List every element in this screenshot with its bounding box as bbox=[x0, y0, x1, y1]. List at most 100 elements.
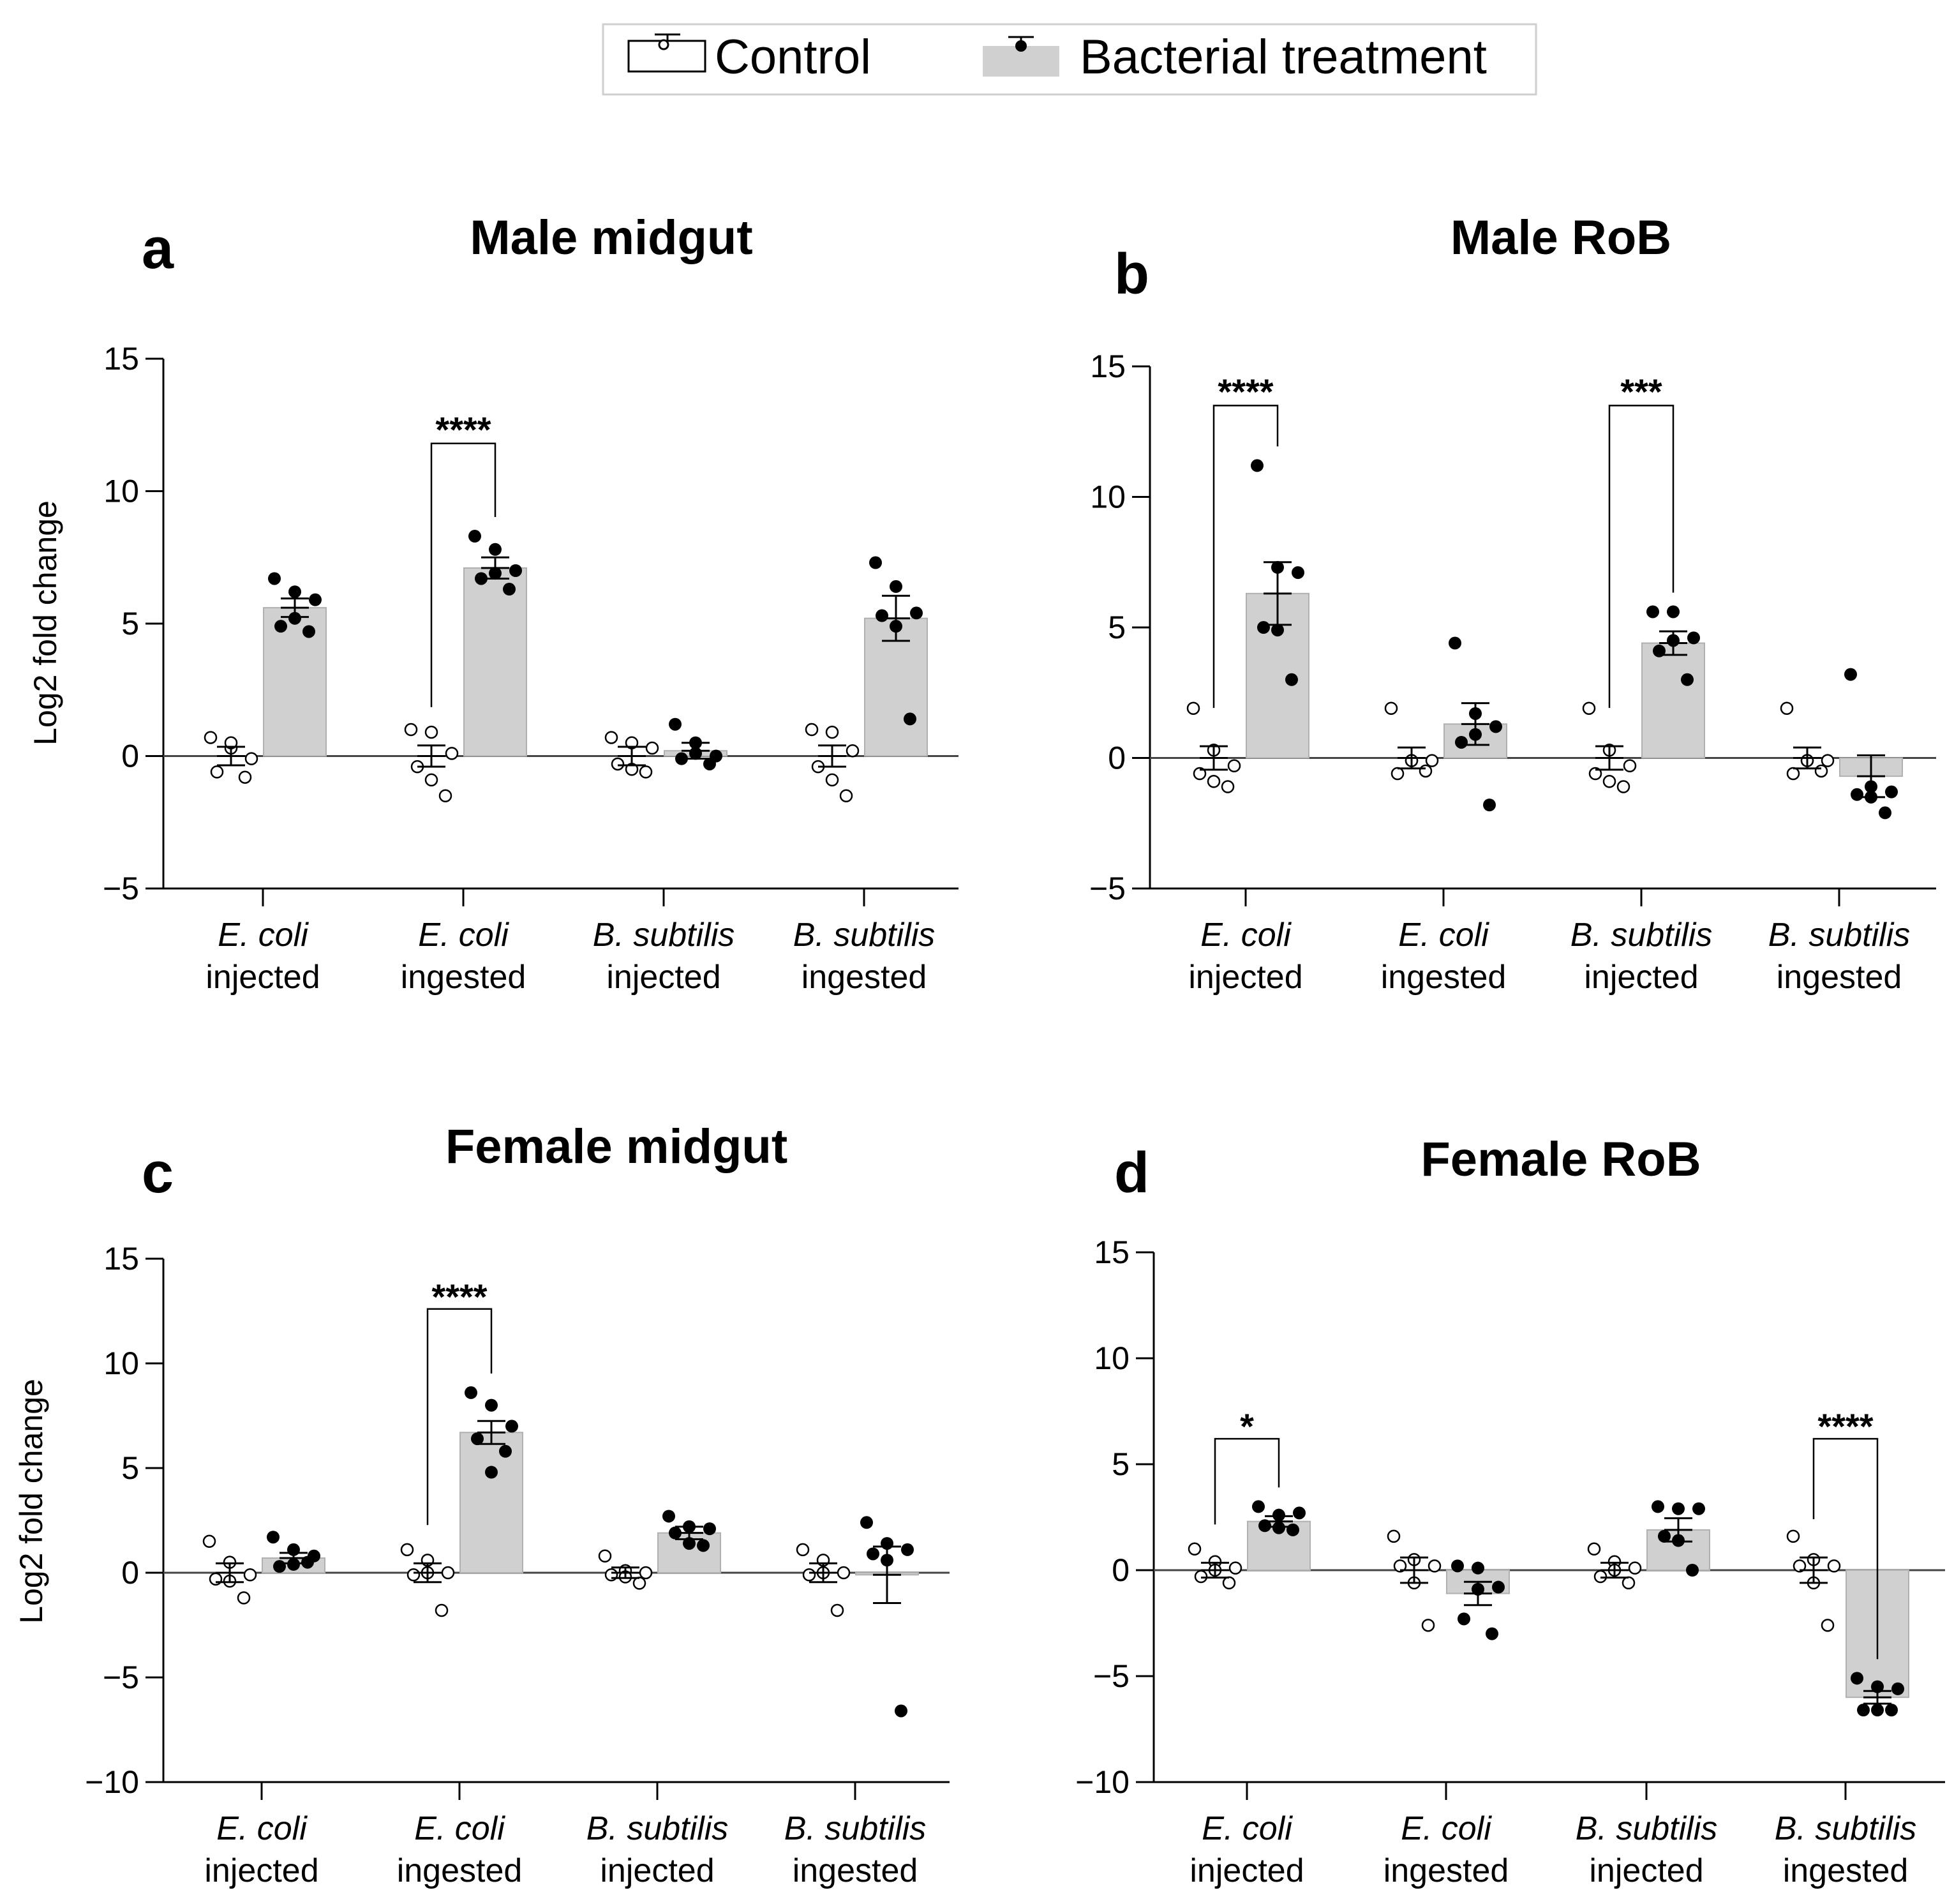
panel-d-point-treatment bbox=[1258, 1519, 1271, 1533]
panel-d-significance-label: * bbox=[1240, 1406, 1254, 1446]
panel-b-point-control bbox=[1207, 775, 1221, 788]
panel-b-point-control bbox=[1780, 701, 1794, 716]
panel-d-point-treatment bbox=[1472, 1561, 1484, 1575]
panel-a-title: Male midgut bbox=[470, 211, 752, 265]
panel-c-point-treatment bbox=[662, 1510, 675, 1523]
panel-d-ytick-label: 0 bbox=[1112, 1552, 1130, 1588]
panel-d-ytick-label: 10 bbox=[1094, 1340, 1130, 1376]
panel-d-xtick-species: B. subtilis bbox=[1775, 1810, 1917, 1847]
panel-c-point-control bbox=[598, 1549, 612, 1563]
panel-c-point-control bbox=[243, 1568, 257, 1582]
panel-b-significance-bracket bbox=[1212, 405, 1279, 708]
panel-d-point-treatment bbox=[1686, 1564, 1699, 1577]
panel-a-point-control bbox=[238, 770, 252, 784]
panel-a-point-treatment bbox=[669, 717, 682, 731]
panel-c-ytick-label: 10 bbox=[103, 1346, 139, 1381]
panel-a-ylabel: Log2 fold change bbox=[27, 500, 63, 746]
legend-frame bbox=[602, 23, 1537, 96]
panel-a-point-control bbox=[825, 773, 839, 787]
panel-b-point-control bbox=[1582, 701, 1596, 716]
panel-a-point-control bbox=[438, 789, 452, 802]
panel-b-point-treatment bbox=[1292, 566, 1304, 580]
panel-a-point-control bbox=[839, 789, 853, 802]
panel-a-point-treatment bbox=[904, 712, 916, 726]
panel-c-point-treatment bbox=[867, 1547, 879, 1561]
panel-c-point-treatment bbox=[860, 1516, 873, 1529]
panel-c-point-control bbox=[802, 1568, 816, 1582]
panel-c-point-treatment bbox=[485, 1398, 498, 1412]
panel-d-point-control bbox=[1587, 1542, 1601, 1556]
panel-c-significance-label: **** bbox=[431, 1277, 487, 1317]
panel-d-xtick-species: B. subtilis bbox=[1576, 1810, 1718, 1847]
panel-b-point-control bbox=[1227, 759, 1241, 773]
panel-a-bar-treatment bbox=[463, 567, 527, 757]
panel-d-point-treatment bbox=[1851, 1672, 1863, 1685]
panel-a-point-treatment bbox=[288, 611, 301, 625]
panel-d-xtick-route: injected bbox=[1190, 1852, 1304, 1889]
panel-c-point-treatment bbox=[901, 1543, 914, 1556]
panel-a-point-control bbox=[805, 723, 819, 737]
legend-control-label: Control bbox=[715, 30, 871, 84]
panel-a-point-control bbox=[645, 741, 659, 755]
panel-a-point-control bbox=[445, 747, 459, 760]
panel-b-point-control bbox=[1221, 780, 1235, 793]
panel-c-point-treatment bbox=[287, 1557, 300, 1571]
panel-c-point-control bbox=[406, 1568, 421, 1582]
panel-c-point-control bbox=[441, 1566, 455, 1580]
panel-a-xtick-species: E. coli bbox=[418, 917, 509, 954]
panel-b-point-control bbox=[1588, 767, 1602, 781]
legend-control-marker bbox=[658, 39, 669, 50]
panel-c-xtick-route: ingested bbox=[397, 1852, 523, 1889]
legend-item-bacterial-treatment: Bacterial treatment bbox=[983, 30, 1487, 84]
panel-a-bar-treatment bbox=[263, 607, 327, 757]
panel-d-female-rob: d Female RoB −10 −5 0 5 10 15 E. coli injected E… bbox=[1075, 1132, 1945, 1889]
panel-b-point-control bbox=[1616, 780, 1630, 793]
panel-b-xtick-route: ingested bbox=[1777, 959, 1902, 996]
panel-d-point-control bbox=[1387, 1529, 1401, 1543]
panel-a-point-treatment bbox=[509, 564, 522, 577]
panel-d-point-control bbox=[1228, 1561, 1242, 1575]
panel-b-ytick-label: 0 bbox=[1108, 740, 1126, 776]
panel-c-letter: c bbox=[142, 1141, 174, 1205]
panel-c-ytick-label: 15 bbox=[103, 1241, 139, 1277]
panel-d-point-treatment bbox=[1857, 1704, 1870, 1717]
panel-d-point-control bbox=[1622, 1576, 1636, 1590]
panel-d-point-control bbox=[1188, 1542, 1202, 1556]
panel-b-point-treatment bbox=[1885, 785, 1898, 798]
panel-c-point-control bbox=[830, 1603, 844, 1617]
panel-c-point-treatment bbox=[301, 1555, 314, 1569]
panel-d-point-treatment bbox=[1451, 1559, 1464, 1573]
panel-c-female-midgut: c Female midgut Log2 fold change −10 −5 0 5… bbox=[13, 1120, 950, 1889]
panel-b-title: Male RoB bbox=[1451, 211, 1671, 265]
panel-b-point-treatment bbox=[1844, 668, 1857, 681]
panel-b-xtick-species: E. coli bbox=[1200, 917, 1292, 954]
panel-c-point-treatment bbox=[895, 1704, 907, 1718]
panel-c-xtick-species: E. coli bbox=[414, 1810, 505, 1847]
panel-d-point-treatment bbox=[1658, 1529, 1671, 1543]
panel-d-point-treatment bbox=[1287, 1523, 1299, 1536]
panel-a-point-treatment bbox=[489, 543, 502, 556]
panel-d-point-treatment bbox=[1252, 1500, 1265, 1513]
panel-d-point-treatment bbox=[1672, 1502, 1685, 1515]
panel-a-xtick-route: injected bbox=[205, 959, 320, 996]
panel-a-point-treatment bbox=[268, 572, 281, 585]
panel-a-ytick-label: 5 bbox=[121, 606, 139, 641]
panel-a-point-treatment bbox=[703, 757, 716, 770]
panel-c-point-treatment bbox=[703, 1522, 716, 1536]
panel-a-point-treatment bbox=[309, 593, 322, 606]
panel-c-point-control bbox=[796, 1543, 810, 1557]
legend-treatment-label: Bacterial treatment bbox=[1080, 30, 1487, 84]
panel-b-xtick-route: ingested bbox=[1381, 959, 1507, 996]
panel-a-letter: a bbox=[142, 217, 174, 281]
panel-d-xtick-route: ingested bbox=[1783, 1852, 1909, 1889]
panel-a-point-treatment bbox=[302, 625, 315, 638]
panel-a-ytick-label: 0 bbox=[121, 738, 139, 774]
panel-b-bar-treatment bbox=[1641, 642, 1705, 759]
panel-b-point-treatment bbox=[1851, 788, 1863, 801]
panel-d-significance-bracket bbox=[1214, 1437, 1280, 1525]
panel-c-point-treatment bbox=[465, 1386, 477, 1399]
panel-a-point-treatment bbox=[468, 530, 481, 543]
panel-b-point-treatment bbox=[1667, 605, 1680, 618]
panel-a-point-control bbox=[204, 731, 218, 744]
